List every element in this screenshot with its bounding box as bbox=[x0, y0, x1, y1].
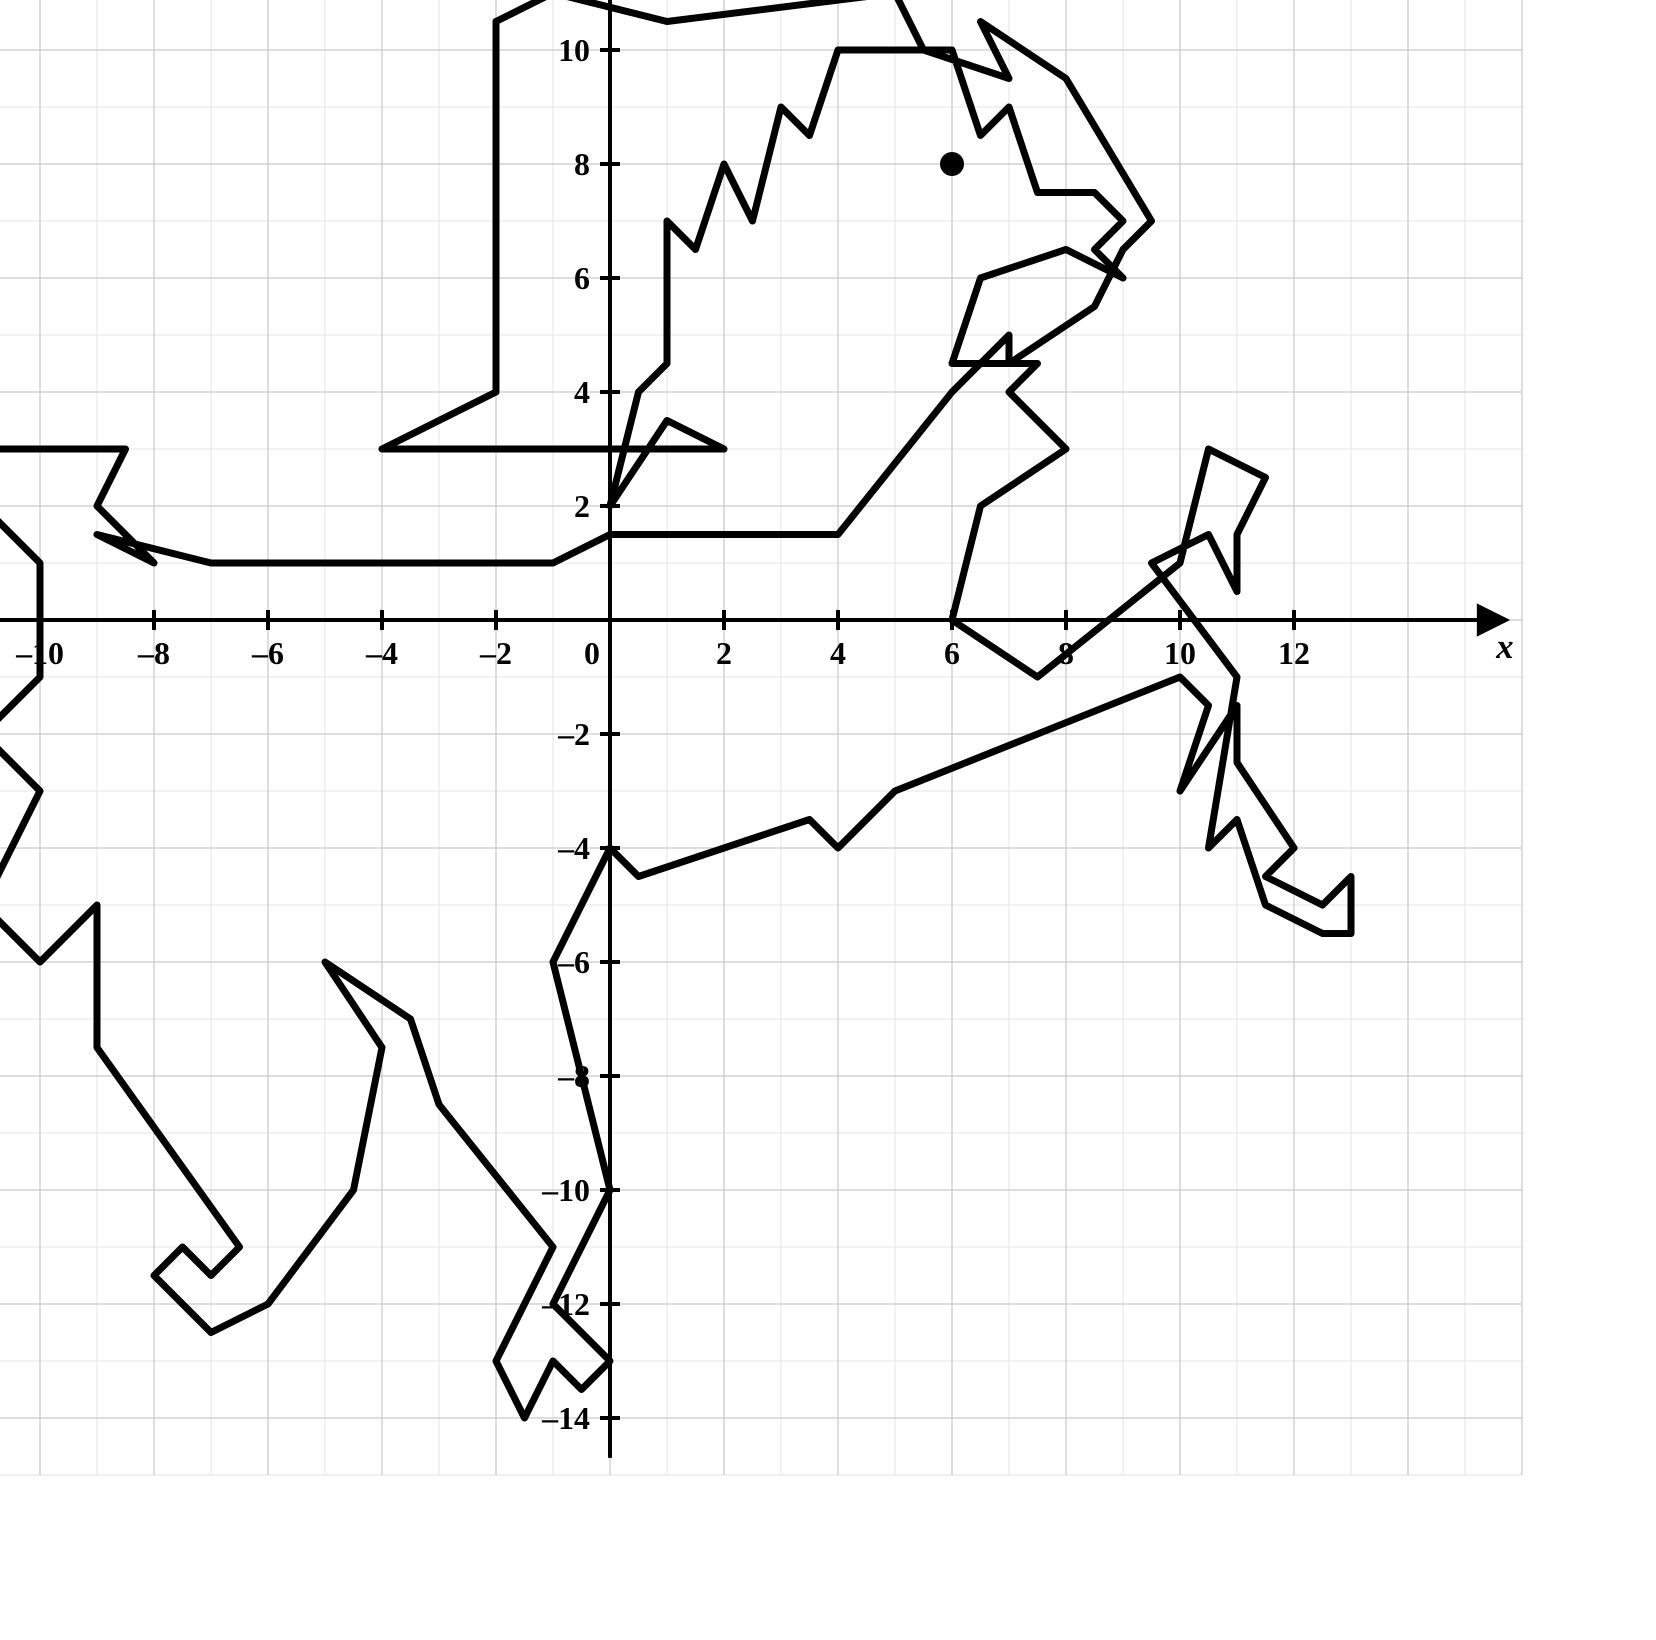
svg-text:2: 2 bbox=[716, 636, 732, 671]
svg-text:12: 12 bbox=[1278, 636, 1310, 671]
axis-titles: xy bbox=[576, 0, 1513, 666]
horse-eye bbox=[940, 152, 964, 176]
graph-container: –10–8–6–4–2024681012–14–12–10–8–6–4–2246… bbox=[0, 0, 1656, 1640]
coordinate-plane: –10–8–6–4–2024681012–14–12–10–8–6–4–2246… bbox=[0, 0, 1656, 1640]
svg-text:–4: –4 bbox=[557, 831, 590, 866]
svg-text:–10: –10 bbox=[541, 1173, 590, 1208]
svg-text:2: 2 bbox=[574, 489, 590, 524]
svg-text:–4: –4 bbox=[365, 636, 398, 671]
svg-text:10: 10 bbox=[1164, 636, 1196, 671]
svg-text:–2: –2 bbox=[557, 717, 590, 752]
axis-lines bbox=[0, 0, 1493, 1458]
svg-text:–14: –14 bbox=[541, 1401, 590, 1436]
svg-text:–8: –8 bbox=[137, 636, 170, 671]
svg-text:6: 6 bbox=[944, 636, 960, 671]
horse-drawing bbox=[0, 0, 1351, 1418]
svg-text:8: 8 bbox=[574, 147, 590, 182]
svg-text:–6: –6 bbox=[251, 636, 284, 671]
x-axis-label: x bbox=[1495, 628, 1513, 666]
svg-text:4: 4 bbox=[574, 375, 590, 410]
svg-text:10: 10 bbox=[558, 33, 590, 68]
svg-text:0: 0 bbox=[584, 636, 600, 671]
svg-text:6: 6 bbox=[574, 261, 590, 296]
svg-text:–2: –2 bbox=[479, 636, 512, 671]
svg-text:4: 4 bbox=[830, 636, 846, 671]
